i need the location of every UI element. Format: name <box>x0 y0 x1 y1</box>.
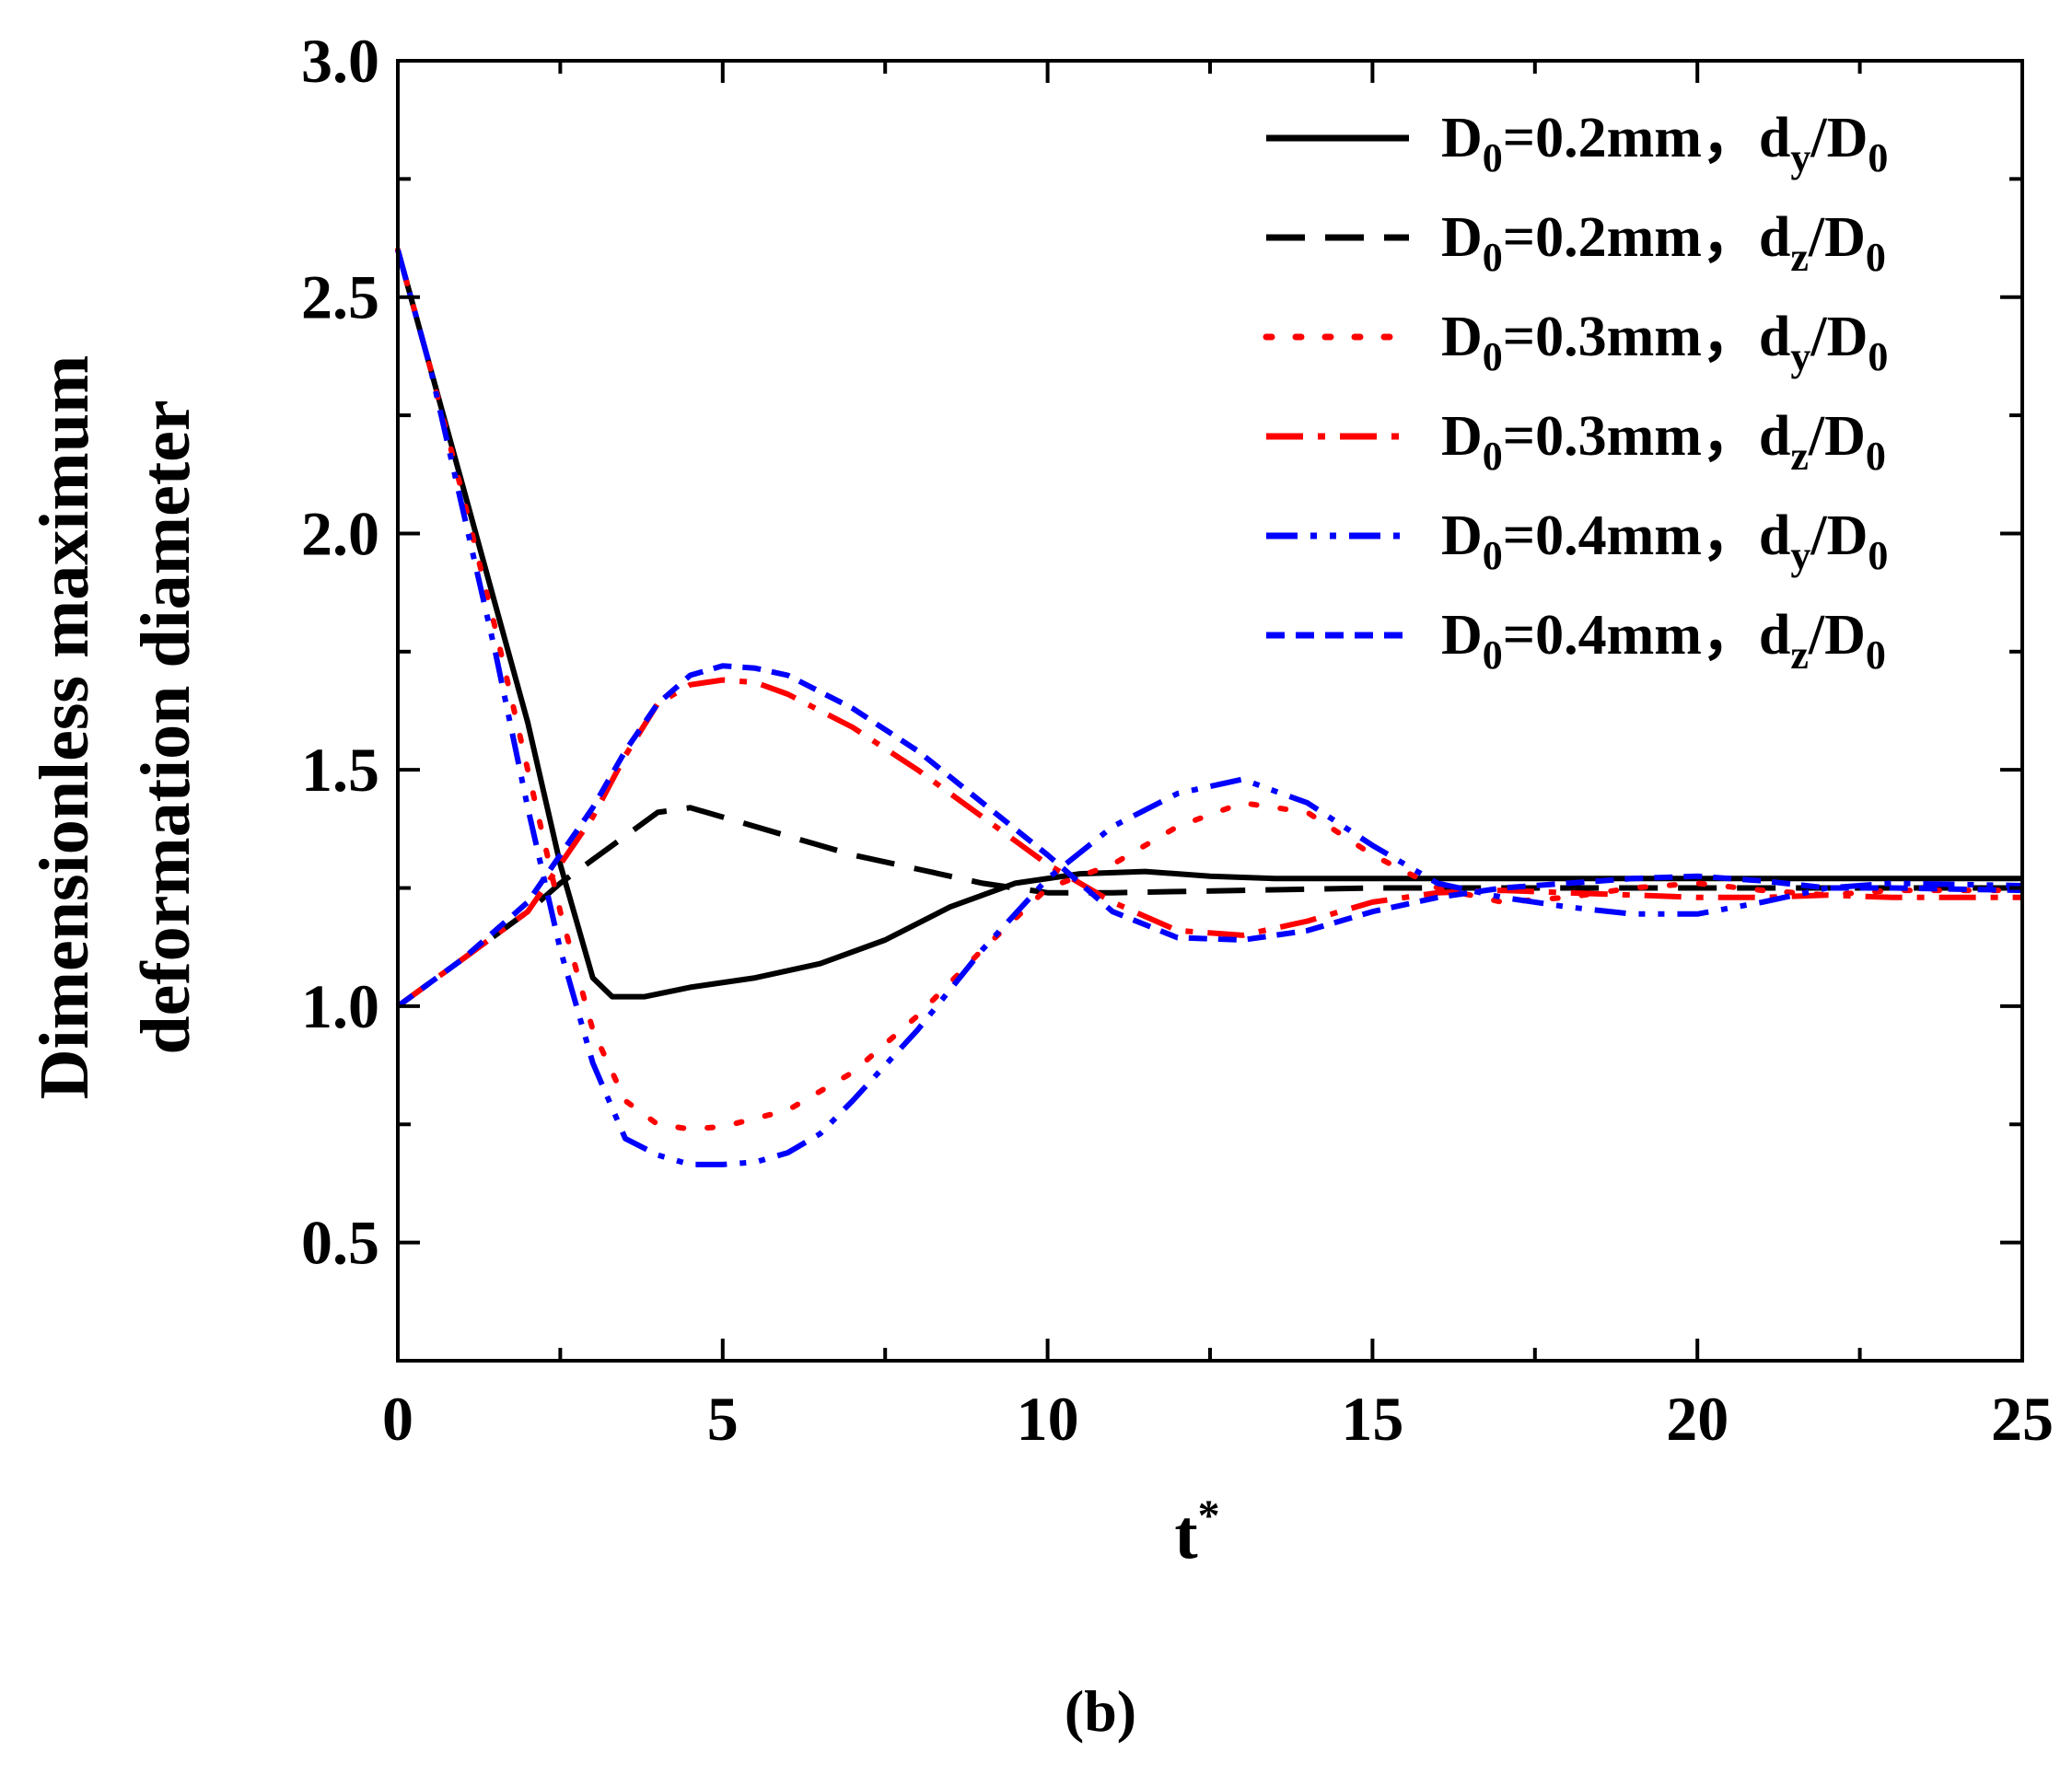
series-line-6 <box>396 663 2023 1009</box>
legend-label-5: D0=0.4mm，dy/D0 <box>1441 505 1888 578</box>
x-tick-label: 15 <box>1341 1384 1403 1454</box>
series-line-5 <box>395 249 2023 1167</box>
series-line-1 <box>395 249 2022 1000</box>
x-tick-label: 0 <box>382 1384 413 1454</box>
legend-label-6: D0=0.4mm，dz/D0 <box>1441 604 1886 678</box>
y-tick-label: 2.0 <box>301 498 379 568</box>
legend-label-3: D0=0.3mm，dy/D0 <box>1441 306 1888 379</box>
x-tick-label: 25 <box>1991 1384 2054 1454</box>
legend-label-2: D0=0.2mm，dz/D0 <box>1441 206 1886 280</box>
legend-label-4: D0=0.3mm，dz/D0 <box>1441 405 1886 479</box>
y-axis-title-line2: deformation diameter <box>127 400 204 1054</box>
x-tick-label: 10 <box>1017 1384 1079 1454</box>
y-tick-label: 0.5 <box>301 1208 379 1278</box>
legend: D0=0.2mm，dy/D0 D0=0.2mm，dz/D0 D0=0.3mm，dy/… <box>1263 107 1888 678</box>
x-axis-title: t* <box>1174 1491 1219 1573</box>
y-tick-label: 1.5 <box>301 735 379 805</box>
y-tick-label: 2.5 <box>301 262 379 332</box>
y-tick-label: 3.0 <box>301 26 379 96</box>
series-line-3 <box>395 247 2025 1132</box>
plot-lines <box>395 247 2025 1167</box>
y-tick-label: 1.0 <box>301 971 379 1041</box>
x-tick-label: 5 <box>707 1384 739 1454</box>
legend-label-1: D0=0.2mm，dy/D0 <box>1441 107 1888 180</box>
x-tick-label: 20 <box>1666 1384 1729 1454</box>
y-axis-title-line1: Dimensionless maximum <box>26 355 103 1100</box>
series-line-4 <box>396 677 2022 1009</box>
tick-labels: 0 5 10 15 20 25 0.5 1.0 1.5 2.0 2.5 3.0 <box>301 26 2054 1454</box>
series-line-2 <box>396 805 2022 1009</box>
panel-caption: (b) <box>1065 1678 1136 1744</box>
axes <box>396 59 2024 1363</box>
